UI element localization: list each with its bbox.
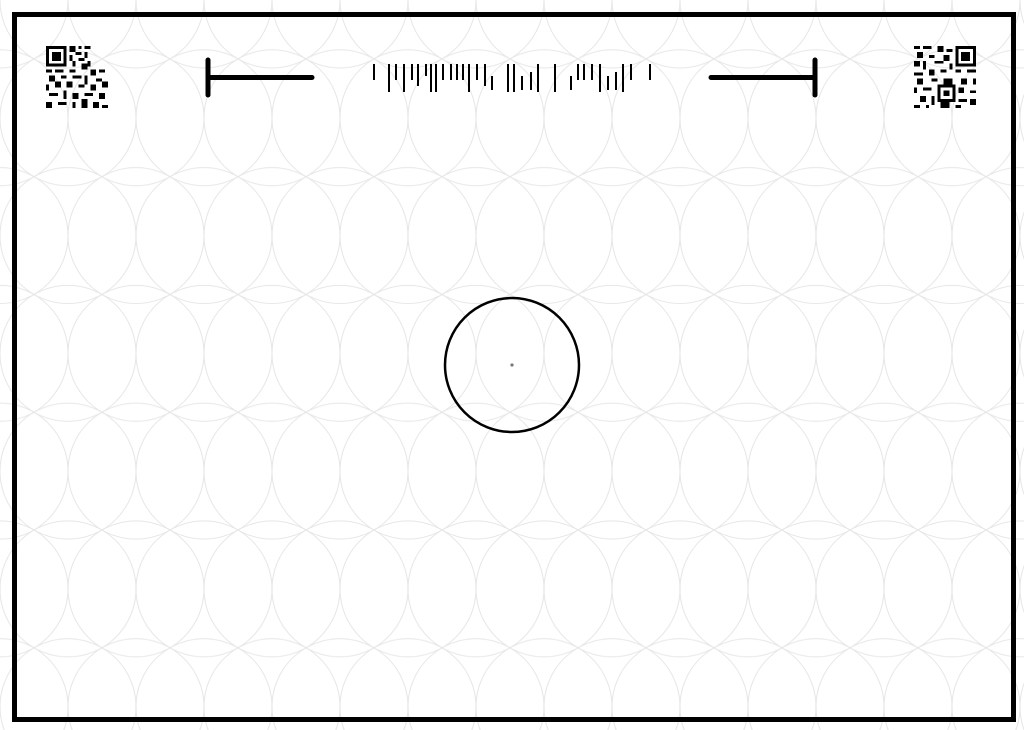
target-circle-icon xyxy=(443,296,581,434)
page-border xyxy=(12,12,1016,722)
left-bracket-bar-icon xyxy=(205,57,315,98)
right-bracket-bar-icon xyxy=(708,57,818,98)
barcode-icon xyxy=(373,64,651,92)
qr-code-icon xyxy=(914,46,976,108)
center-dot xyxy=(510,363,514,367)
qr-code-icon xyxy=(46,46,108,108)
